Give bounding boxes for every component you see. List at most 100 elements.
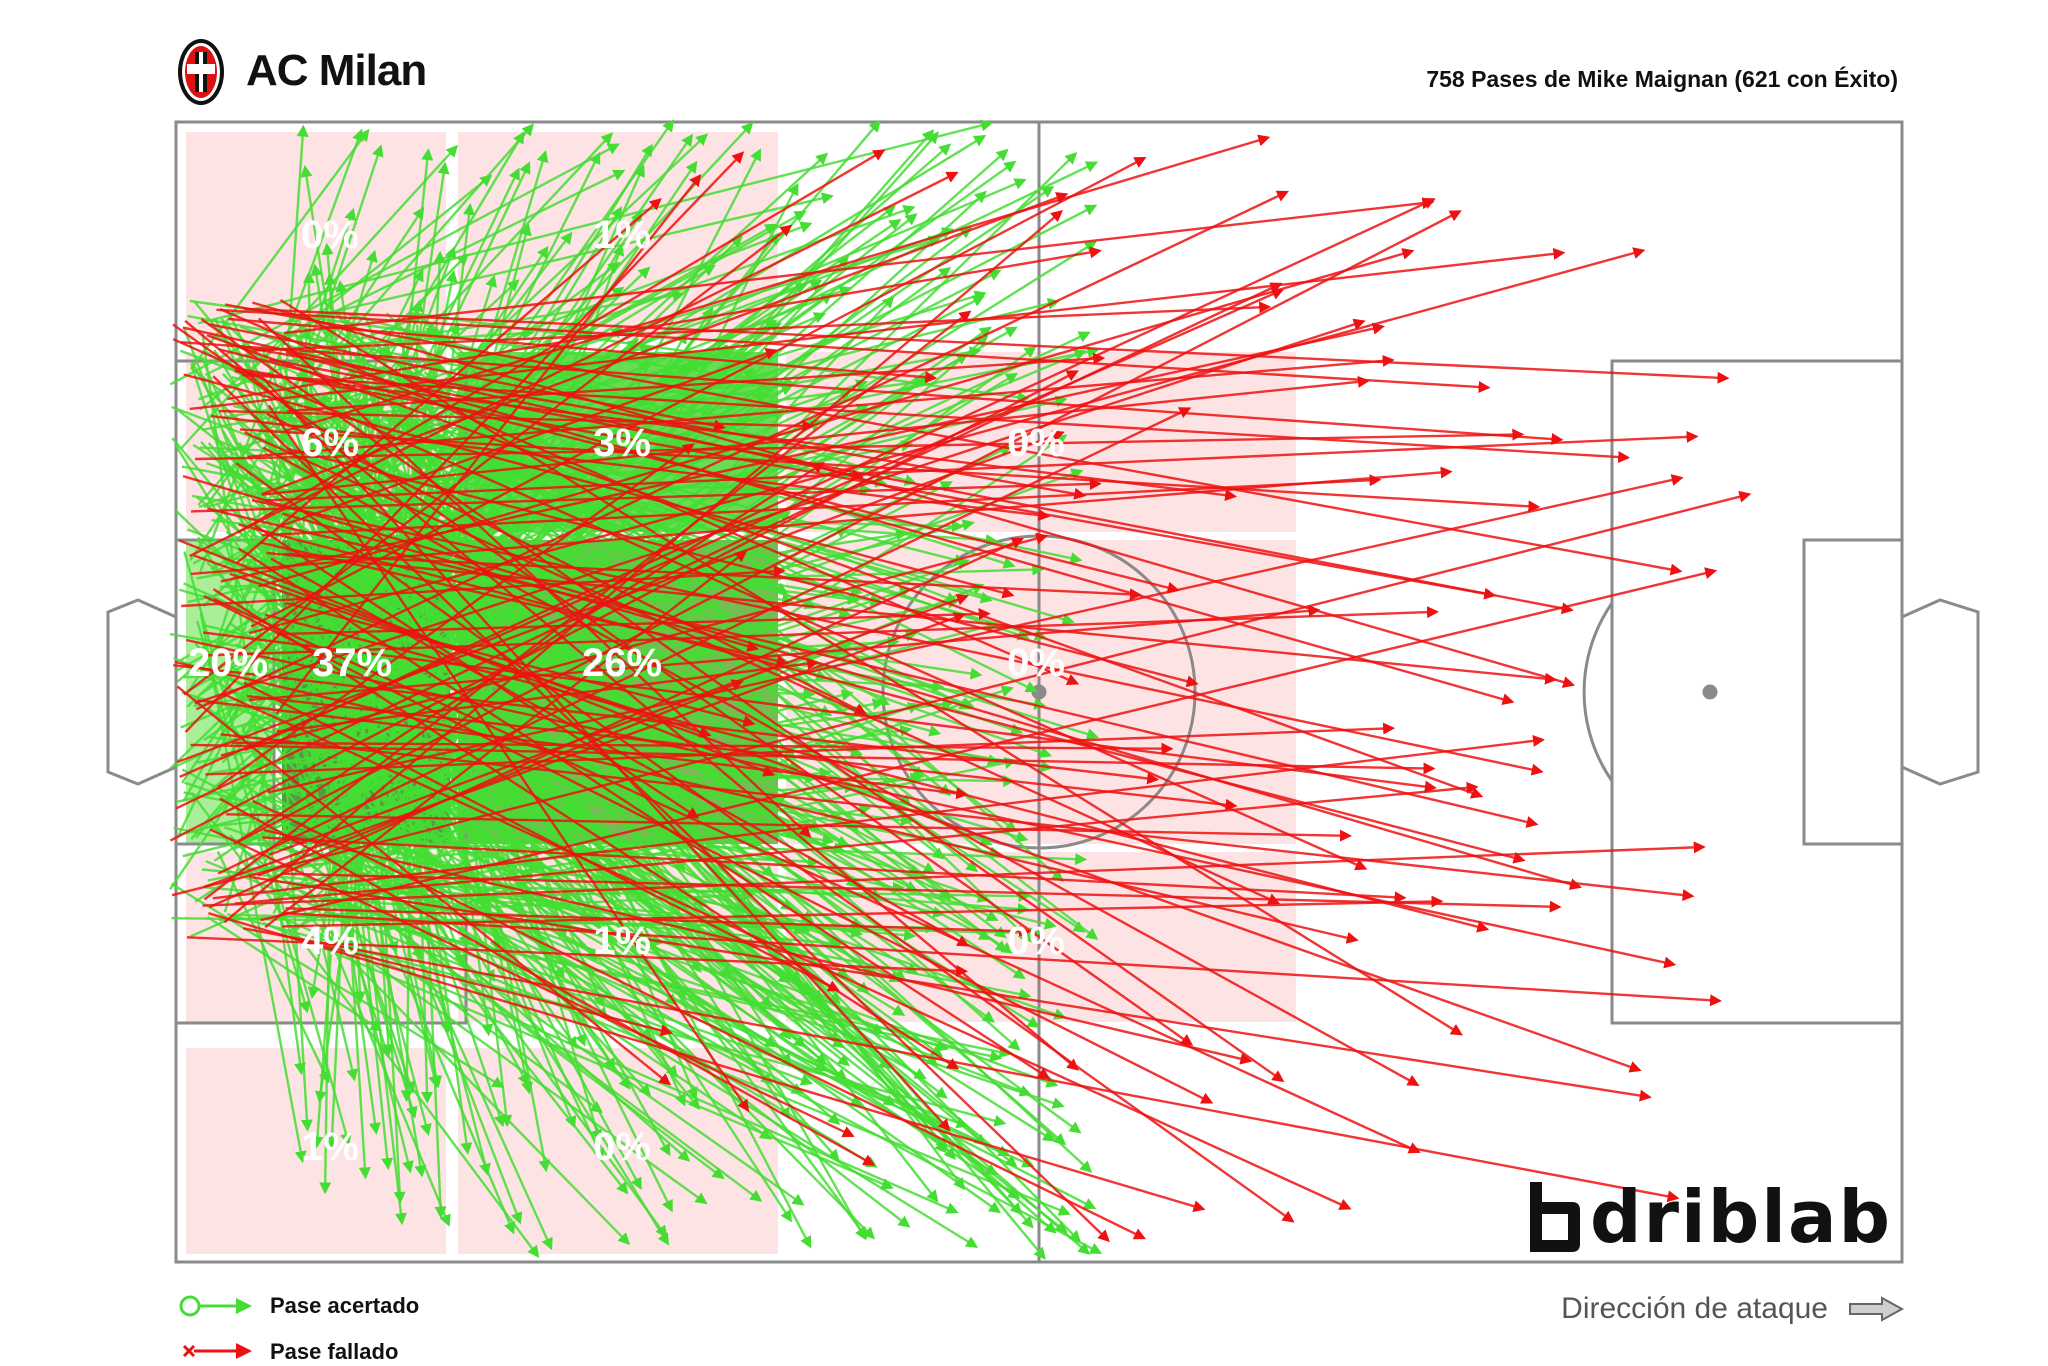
zone-label: 0% bbox=[1007, 421, 1065, 465]
pass-failed bbox=[218, 348, 1180, 594]
pass-failed bbox=[235, 462, 1295, 1223]
pass-failed bbox=[234, 781, 1479, 905]
pass-successful bbox=[195, 537, 471, 946]
pass-failed bbox=[189, 247, 1566, 411]
pass-failed bbox=[267, 404, 750, 1112]
pass-failed bbox=[184, 319, 1080, 1071]
pass-failed bbox=[182, 474, 1583, 890]
pass-failed bbox=[208, 912, 1206, 1213]
pass-failed bbox=[283, 872, 1562, 913]
zone-label: 0% bbox=[593, 1125, 651, 1169]
pass-failed bbox=[270, 557, 970, 947]
pass-failed bbox=[265, 430, 1699, 502]
pass-failed bbox=[285, 134, 1271, 433]
pass-successful bbox=[288, 192, 834, 324]
pass-failed bbox=[262, 446, 1420, 1086]
pass-failed bbox=[220, 733, 1695, 902]
pass-failed bbox=[224, 303, 1683, 576]
pass-failed bbox=[172, 323, 1194, 1046]
pass-failed bbox=[197, 699, 969, 800]
pass-failed bbox=[260, 376, 951, 1132]
pass-successful bbox=[310, 343, 392, 796]
pass-failed bbox=[194, 318, 1366, 705]
pass-failed bbox=[284, 197, 1435, 335]
zone-label: 3% bbox=[593, 421, 651, 465]
pass-successful bbox=[353, 771, 1067, 1020]
brand-name: driblab bbox=[1590, 1175, 1893, 1259]
pass-successful bbox=[328, 292, 833, 663]
pass-failed bbox=[180, 341, 1564, 446]
pass-successful bbox=[183, 551, 352, 1146]
pass-successful bbox=[421, 595, 533, 1095]
zone-label: 4% bbox=[301, 919, 359, 963]
pass-successful bbox=[308, 333, 365, 518]
team-name: AC Milan bbox=[246, 46, 427, 95]
pass-successful bbox=[390, 241, 1097, 686]
pass-successful bbox=[294, 322, 789, 594]
pass-failed bbox=[238, 523, 1526, 864]
pass-successful bbox=[408, 678, 552, 902]
pass-failed bbox=[190, 743, 1436, 775]
brand-logo: driblab bbox=[1526, 1180, 1892, 1254]
pass-failed bbox=[220, 532, 1049, 757]
legend-fail: Pase fallado bbox=[178, 1338, 398, 1366]
pass-successful bbox=[302, 462, 673, 1213]
pass-failed bbox=[238, 547, 1051, 1080]
pass-successful bbox=[208, 823, 603, 1113]
zone-label: 26% bbox=[582, 641, 662, 685]
pass-successful bbox=[174, 509, 773, 1086]
pass-failed bbox=[239, 428, 1541, 513]
pass-failed bbox=[203, 612, 966, 889]
pass-failed bbox=[205, 722, 1396, 776]
pass-failed bbox=[209, 828, 855, 1138]
pass-failed bbox=[203, 606, 1439, 657]
brand-mark-icon bbox=[1530, 1182, 1580, 1252]
pass-failed bbox=[264, 550, 748, 929]
zone-label: 1% bbox=[593, 919, 651, 963]
pass-failed bbox=[252, 799, 1147, 1240]
pass-failed bbox=[282, 512, 760, 652]
pass-failed bbox=[243, 681, 841, 992]
zone-label: 0% bbox=[1007, 919, 1065, 963]
passes-layer bbox=[169, 119, 1752, 1260]
legend-fail-label: Pase fallado bbox=[270, 1339, 399, 1364]
pass-failed bbox=[172, 338, 1368, 871]
pass-successful bbox=[234, 481, 953, 850]
pass-failed bbox=[213, 597, 1421, 1154]
pass-successful bbox=[271, 772, 923, 873]
zone-label: 0% bbox=[1007, 641, 1065, 685]
pass-successful bbox=[216, 850, 330, 1084]
pass-successful bbox=[194, 642, 629, 1195]
zone-label: 37% bbox=[312, 641, 392, 685]
pass-failed bbox=[227, 246, 1102, 401]
pass-failed bbox=[251, 499, 1544, 776]
pass-failed bbox=[258, 248, 1415, 588]
attack-direction: Dirección de ataque bbox=[1561, 1292, 1904, 1326]
pass-failed bbox=[202, 841, 1706, 907]
pass-successful bbox=[341, 772, 946, 919]
pass-successful bbox=[371, 899, 805, 1206]
pass-successful bbox=[316, 926, 358, 1082]
pass-successful bbox=[376, 727, 841, 1125]
success-arrow-icon bbox=[179, 1295, 252, 1317]
pass-failed bbox=[232, 741, 1174, 755]
arrow-right-icon bbox=[1849, 1296, 1904, 1322]
pass-failed bbox=[233, 210, 1462, 845]
pass-successful bbox=[197, 119, 994, 325]
pass-failed bbox=[244, 307, 1730, 384]
legend-success-label: Pase acertado bbox=[270, 1293, 420, 1318]
pass-failed bbox=[244, 431, 1281, 905]
pass-successful bbox=[426, 344, 729, 659]
pass-successful bbox=[278, 757, 1017, 917]
pass-failed bbox=[210, 414, 1051, 522]
zone-label: 1% bbox=[301, 1125, 359, 1169]
pass-failed bbox=[258, 317, 812, 838]
pass-successful bbox=[301, 231, 573, 585]
pass-successful bbox=[196, 596, 960, 764]
zone-label: 1% bbox=[593, 213, 651, 257]
pass-failed bbox=[259, 541, 789, 667]
pass-successful bbox=[304, 853, 1030, 915]
pass-successful bbox=[354, 814, 553, 1251]
pass-failed bbox=[262, 836, 1407, 904]
pass-successful bbox=[351, 733, 440, 1088]
